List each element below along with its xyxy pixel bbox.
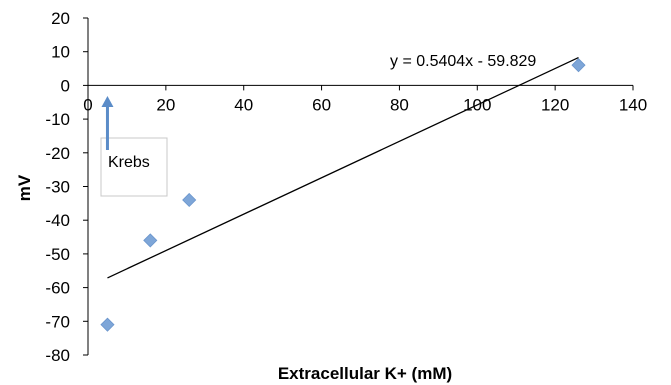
x-tick-label: 60 <box>312 95 331 114</box>
trendline <box>107 56 579 279</box>
krebs-annotation-box <box>100 137 168 197</box>
y-tick-label: -50 <box>45 245 70 264</box>
x-tick-label: 40 <box>234 95 253 114</box>
trendline-equation: y = 0.5404x - 59.829 <box>390 53 536 70</box>
data-points <box>100 58 586 332</box>
y-axis-title: mV <box>15 174 34 201</box>
y-tick-labels: 20 10 0 -10 -20 -30 -40 -50 -60 -70 -80 <box>45 9 88 365</box>
y-tick-label: 20 <box>51 9 70 28</box>
y-tick-label: -40 <box>45 211 70 230</box>
y-tick-label: 10 <box>51 43 70 62</box>
krebs-annotation-label: Krebs <box>108 154 150 171</box>
x-tick-label: 140 <box>619 95 647 114</box>
y-tick-label: -10 <box>45 110 70 129</box>
trendline-group <box>107 56 579 279</box>
y-tick-label: -80 <box>45 346 70 365</box>
x-axis-title: Extracellular K+ (mM) <box>278 364 452 383</box>
x-tick-label: 80 <box>390 95 409 114</box>
data-point <box>100 317 115 332</box>
y-tick-label: -70 <box>45 312 70 331</box>
x-tick-labels: 020406080100120140 <box>83 85 647 114</box>
data-point <box>571 58 586 73</box>
data-point <box>143 233 158 248</box>
y-tick-label: 0 <box>61 76 70 95</box>
x-tick-label: 120 <box>541 95 569 114</box>
y-tick-label: -60 <box>45 279 70 298</box>
krebs-arrowhead <box>101 96 114 107</box>
data-point <box>182 192 197 208</box>
x-tick-label: 20 <box>156 95 175 114</box>
y-tick-label: -20 <box>45 144 70 163</box>
y-tick-label: -30 <box>45 178 70 197</box>
